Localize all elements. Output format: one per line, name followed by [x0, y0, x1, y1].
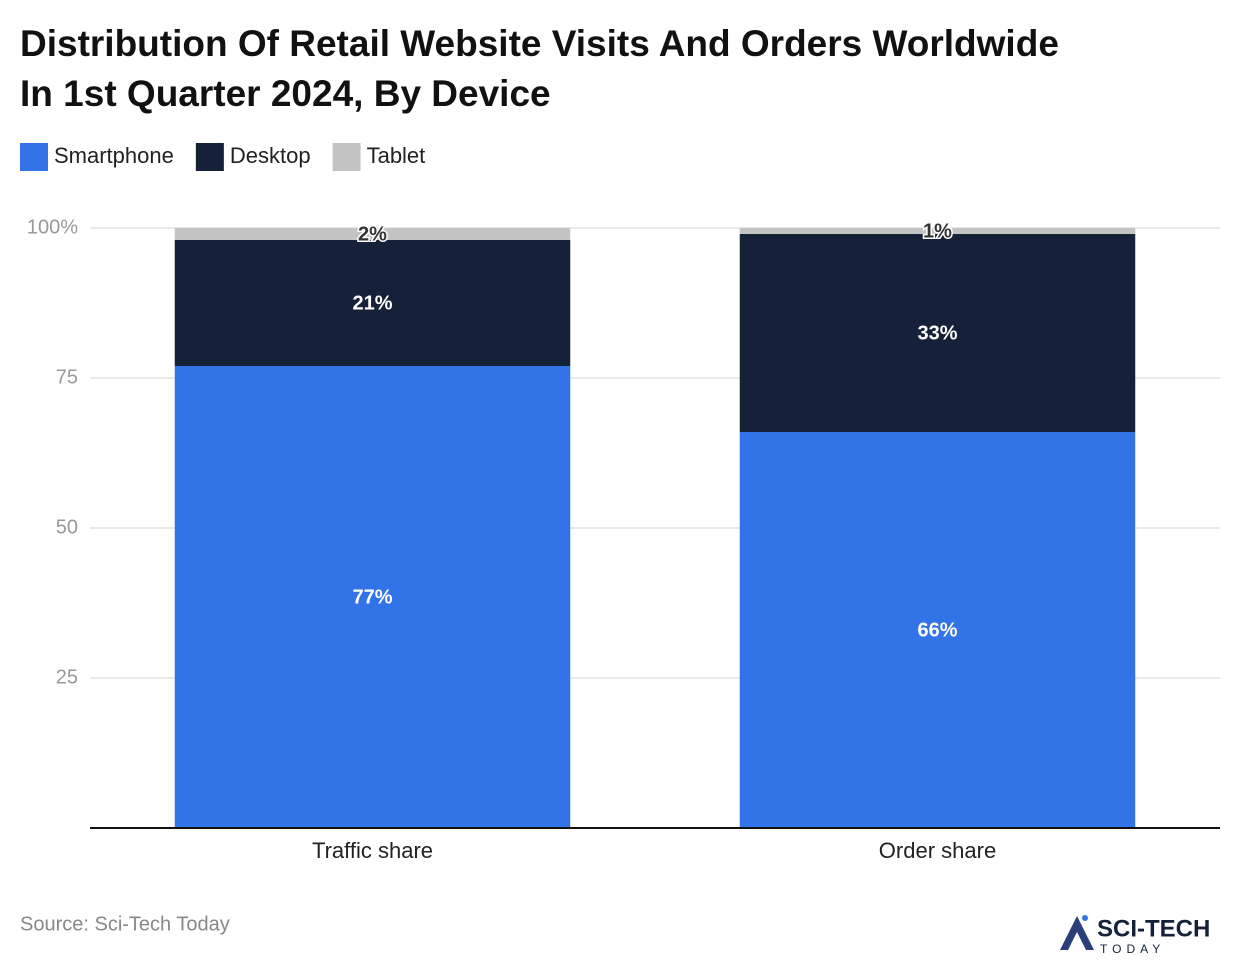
- value-label: 21%: [352, 292, 392, 314]
- value-label: 77%: [352, 586, 392, 608]
- logo-icon: [1082, 915, 1088, 921]
- source: Source: Sci-Tech Today: [20, 913, 230, 935]
- legend-label: Desktop: [230, 143, 311, 168]
- y-tick-label: 25: [56, 666, 78, 688]
- chart-title: Distribution Of Retail Website Visits An…: [20, 23, 1059, 64]
- y-tick-label: 75: [56, 366, 78, 388]
- bar-segment: [174, 366, 571, 828]
- logo-text: SCI-TECH: [1097, 915, 1210, 942]
- logo-text: TODAY: [1100, 942, 1165, 956]
- x-tick-label: Traffic share: [312, 838, 433, 863]
- bar-segment: [739, 432, 1136, 828]
- value-label: 1%: [923, 220, 952, 242]
- bar-segment: [739, 228, 1136, 234]
- bar-segment: [739, 234, 1136, 432]
- y-tick-label: 50: [56, 516, 78, 538]
- legend-swatch: [332, 143, 361, 171]
- legend-swatch: [195, 143, 224, 171]
- chart-title: In 1st Quarter 2024, By Device: [20, 73, 551, 114]
- bar-segment: [174, 240, 571, 366]
- logo: SCI-TECH TODAY: [1060, 915, 1210, 956]
- legend-label: Smartphone: [54, 143, 174, 168]
- value-label: 66%: [917, 619, 957, 641]
- legend-label: Tablet: [367, 143, 426, 168]
- x-tick-label: Order share: [879, 838, 996, 863]
- legend-swatch: [20, 143, 48, 171]
- value-label: 2%: [358, 223, 387, 245]
- y-tick-label: 100%: [27, 216, 78, 238]
- logo-icon: [1060, 916, 1094, 950]
- value-label: 33%: [917, 322, 957, 344]
- bar-segment: [174, 228, 571, 240]
